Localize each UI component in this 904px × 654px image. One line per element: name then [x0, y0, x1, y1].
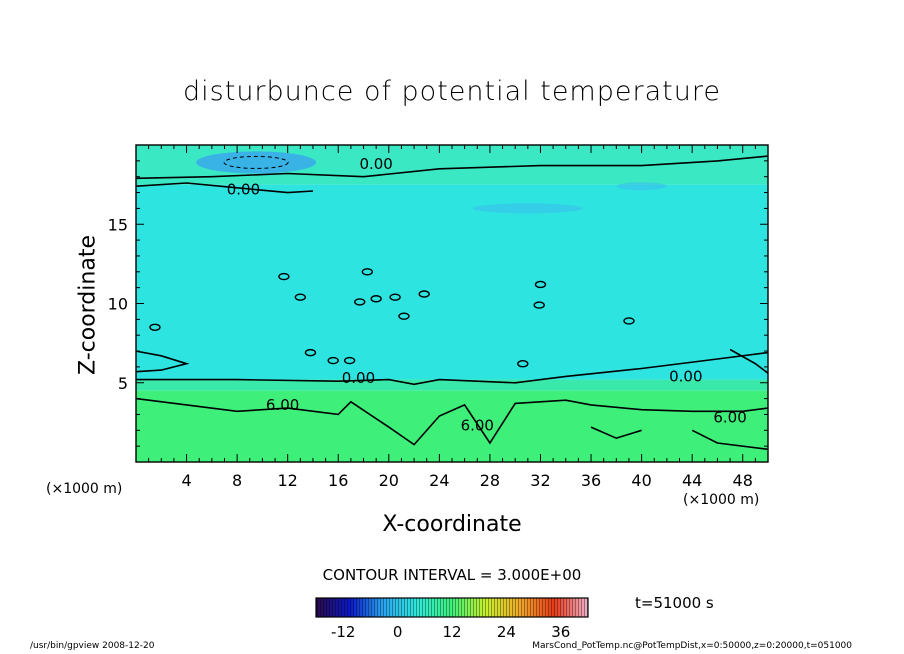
contour-left-lobe — [135, 350, 190, 373]
y-tick-label: 15 — [108, 215, 128, 234]
colorbar-tick-label: 0 — [393, 623, 403, 641]
small-contour-13 — [327, 356, 339, 365]
contour-lines — [135, 155, 769, 451]
small-contour-9 — [533, 301, 545, 309]
small-contour-6 — [398, 312, 410, 320]
colorbar-stripes — [316, 598, 588, 617]
cold-anomaly-blob — [196, 151, 317, 174]
small-contour-14 — [343, 356, 356, 365]
x-tick-label: 8 — [232, 471, 242, 490]
y-tick-label: 5 — [118, 374, 128, 393]
dashed-contour — [223, 155, 289, 169]
contour-interval: CONTOUR INTERVAL = 3.000E+00 — [322, 566, 582, 584]
colorbar: -12 0 12 24 36 — [315, 597, 589, 641]
contour-six — [135, 397, 769, 446]
x-tick-label: 44 — [682, 471, 702, 490]
x-tick-label: 16 — [328, 471, 348, 490]
x-unit-right: (×1000 m) — [683, 492, 760, 508]
contour-six-right — [691, 429, 769, 451]
small-contour-8 — [534, 280, 547, 289]
contour-upper-b — [135, 155, 769, 180]
colorbar-tick-label: -12 — [331, 623, 356, 641]
field-layer-1 — [136, 379, 768, 391]
x-tick-label: 48 — [733, 471, 753, 490]
small-contour-4 — [370, 295, 382, 303]
y-axis-label: Z-coordinate — [75, 235, 101, 375]
small-contour-0 — [278, 272, 290, 281]
small-contour-2 — [361, 268, 374, 276]
contour-small — [590, 426, 642, 440]
small-contour-7 — [418, 290, 430, 298]
contour-label-2: 0.00 — [342, 369, 375, 387]
time-label: t=51000 s — [635, 594, 714, 612]
x-unit-left: (×1000 m) — [46, 481, 123, 497]
footer-right: MarsCond_PotTemp.nc@PotTempDist,x=0:5000… — [532, 641, 852, 651]
contour-label-4: 6.00 — [266, 396, 299, 414]
contour-label-3: 0.00 — [669, 367, 702, 385]
cool-streak — [472, 203, 583, 214]
colorbar-tick-label: 24 — [497, 623, 516, 641]
x-tick-label: 4 — [181, 471, 191, 490]
small-contour-10 — [623, 317, 635, 325]
contour-labels: 0.00 0.00 0.00 0.00 6.00 6.00 6.00 — [227, 155, 747, 435]
contour-label-6: 6.00 — [713, 409, 746, 427]
colorbar-frame — [315, 597, 589, 618]
contour-upper-a — [135, 182, 314, 194]
small-contour-15 — [517, 360, 529, 368]
chart-title: disturbunce of potential temperature — [183, 76, 721, 107]
y-tick-label: 10 — [108, 295, 128, 314]
x-tick-label: 36 — [581, 471, 601, 490]
contour-label-1: 0.00 — [359, 155, 392, 173]
colorbar-tick-label: 36 — [551, 623, 570, 641]
contour-right-lobe — [729, 348, 769, 374]
small-contour-3 — [354, 298, 366, 306]
x-tick-label: 24 — [429, 471, 449, 490]
contour-label-5: 6.00 — [461, 417, 494, 435]
x-tick-label: 40 — [631, 471, 651, 490]
small-contour-5 — [389, 293, 401, 301]
x-tick-label: 32 — [530, 471, 550, 490]
heatmap-field — [136, 145, 768, 462]
x-axis-label: X-coordinate — [382, 512, 522, 537]
footer-left: /usr/bin/gpview 2008-12-20 — [30, 641, 155, 651]
small-contour-1 — [294, 293, 307, 301]
x-tick-label: 20 — [379, 471, 399, 490]
contour-label-0: 0.00 — [227, 180, 260, 198]
small-contour-11 — [149, 323, 161, 331]
contour-zero-mid — [136, 351, 769, 386]
small-contour-12 — [304, 348, 317, 357]
x-tick-label: 28 — [480, 471, 500, 490]
field-layer-0 — [136, 390, 768, 462]
x-tick-label: 12 — [278, 471, 298, 490]
colorbar-tick-label: 12 — [442, 623, 461, 641]
cool-streak-2 — [616, 182, 667, 191]
field-layer-2 — [136, 184, 768, 380]
